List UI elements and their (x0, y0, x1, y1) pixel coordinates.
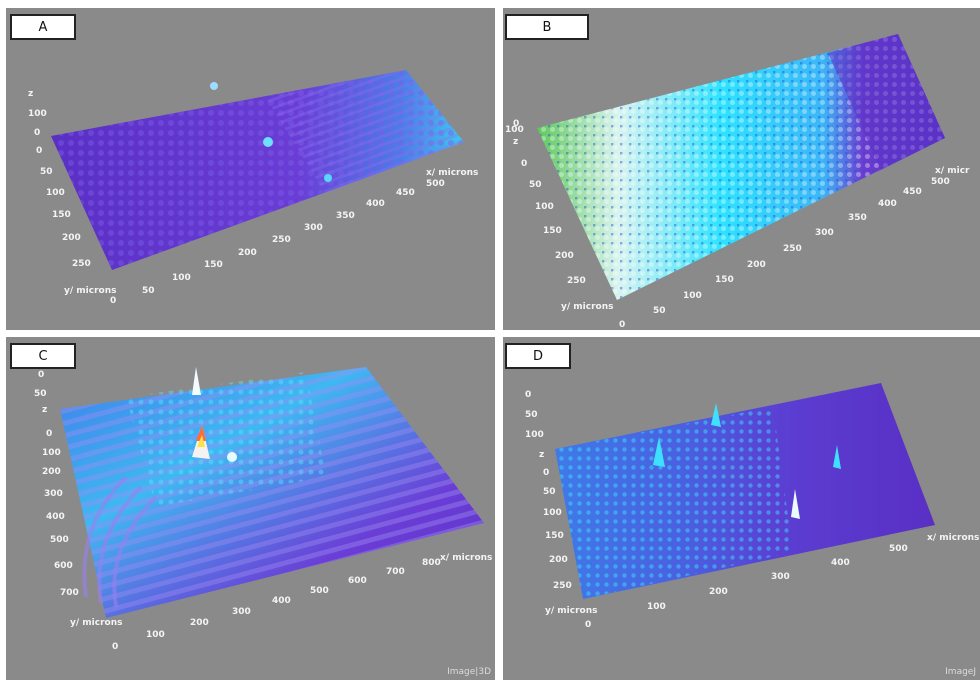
x-tick: 150 (715, 275, 734, 285)
x-tick: 0 (110, 296, 117, 306)
x-tick: 800 (422, 558, 441, 568)
panel-c: C 0 50 z 0 100 200 300 400 500 600 700 y… (6, 337, 495, 680)
y-axis-title: y/ microns (70, 618, 123, 628)
x-tick: 500 (426, 179, 445, 189)
y-tick: 100 (46, 188, 65, 198)
x-tick: 0 (112, 642, 119, 652)
surface-plot-a (51, 70, 464, 270)
x-tick: 300 (304, 223, 323, 233)
panel-label: A (10, 14, 76, 40)
y-tick: 200 (555, 251, 574, 261)
x-tick: 300 (771, 572, 790, 582)
y-tick: 100 (543, 508, 562, 518)
x-tick: 300 (232, 607, 251, 617)
x-tick: 450 (903, 187, 922, 197)
y-tick: 400 (46, 512, 65, 522)
x-tick: 350 (336, 211, 355, 221)
y-axis-title: y/ microns (561, 302, 614, 312)
y-tick: 300 (44, 489, 63, 499)
x-tick: 350 (848, 213, 867, 223)
x-tick: 100 (146, 630, 165, 640)
z-tick: 0 (525, 390, 532, 400)
x-tick: 250 (272, 235, 291, 245)
watermark: ImageJ (945, 667, 976, 677)
x-tick: 450 (396, 188, 415, 198)
y-tick: 150 (545, 531, 564, 541)
x-axis-title: x/ micr (935, 166, 970, 176)
x-tick: 0 (619, 320, 626, 330)
y-tick: 500 (50, 535, 69, 545)
surface-plot-c (60, 367, 484, 618)
y-tick: 200 (62, 233, 81, 243)
y-axis-title: y/ microns (545, 606, 598, 616)
surface-plot-b (537, 34, 945, 300)
z-axis-title: z (539, 450, 545, 460)
z-tick: 0 (38, 370, 45, 380)
x-tick: 300 (815, 228, 834, 238)
x-axis-title: x/ microns (927, 533, 980, 543)
x-tick: 600 (348, 576, 367, 586)
panel-label: B (505, 14, 589, 40)
y-tick: 700 (60, 588, 79, 598)
panel-d: D 0 50 100 z 0 50 100 150 200 250 y/ mic… (503, 337, 980, 680)
x-tick: 400 (831, 558, 850, 568)
x-tick: 500 (310, 586, 329, 596)
y-tick: 150 (52, 210, 71, 220)
y-tick: 50 (40, 167, 53, 177)
panel-b: B 0 100 z 0 50 100 150 200 250 y/ micron… (503, 8, 980, 330)
y-tick: 150 (543, 226, 562, 236)
x-tick: 50 (142, 286, 155, 296)
x-tick: 200 (709, 587, 728, 597)
z-tick: 0 (513, 119, 520, 129)
x-tick: 0 (585, 620, 592, 630)
z-axis-title: z (42, 405, 48, 415)
x-axis-title: x/ microns (440, 553, 493, 563)
y-tick: 0 (36, 146, 43, 156)
surface-plot-d (555, 383, 935, 599)
y-tick: 100 (535, 202, 554, 212)
y-tick: 250 (72, 259, 91, 269)
y-tick: 600 (54, 561, 73, 571)
x-axis-title: x/ microns (426, 168, 479, 178)
x-tick: 200 (238, 248, 257, 258)
x-tick: 400 (366, 199, 385, 209)
x-tick: 150 (204, 260, 223, 270)
z-tick: 50 (525, 410, 538, 420)
z-tick: 0 (543, 468, 550, 478)
watermark: Image|3D (447, 667, 491, 677)
y-tick: 50 (529, 180, 542, 190)
panel-a: A z 100 0 0 50 100 150 200 250 y/ micron… (6, 8, 495, 330)
z-tick: 50 (34, 389, 47, 399)
x-tick: 250 (783, 244, 802, 254)
z-axis-title: z (513, 137, 519, 147)
y-axis-title: y/ microns (64, 286, 117, 296)
y-tick: 250 (567, 276, 586, 286)
x-tick: 500 (889, 544, 908, 554)
x-tick: 100 (683, 291, 702, 301)
x-tick: 200 (747, 260, 766, 270)
panel-label: C (10, 343, 76, 369)
x-tick: 100 (172, 273, 191, 283)
panel-label: D (505, 343, 571, 369)
x-tick: 200 (190, 618, 209, 628)
x-tick: 50 (653, 306, 666, 316)
x-tick: 100 (647, 602, 666, 612)
y-tick: 50 (543, 487, 556, 497)
z-tick: 0 (521, 159, 528, 169)
x-tick: 500 (931, 177, 950, 187)
x-tick: 700 (386, 567, 405, 577)
y-tick: 200 (549, 555, 568, 565)
z-tick: 0 (46, 429, 53, 439)
z-axis-title: z (28, 89, 34, 99)
x-tick: 400 (272, 596, 291, 606)
z-tick: 100 (525, 430, 544, 440)
y-tick: 100 (42, 448, 61, 458)
z-tick: 100 (505, 125, 524, 135)
y-tick: 200 (42, 467, 61, 477)
x-tick: 400 (878, 199, 897, 209)
z-tick: 100 (28, 109, 47, 119)
z-tick: 0 (34, 128, 41, 138)
y-tick: 250 (553, 581, 572, 591)
